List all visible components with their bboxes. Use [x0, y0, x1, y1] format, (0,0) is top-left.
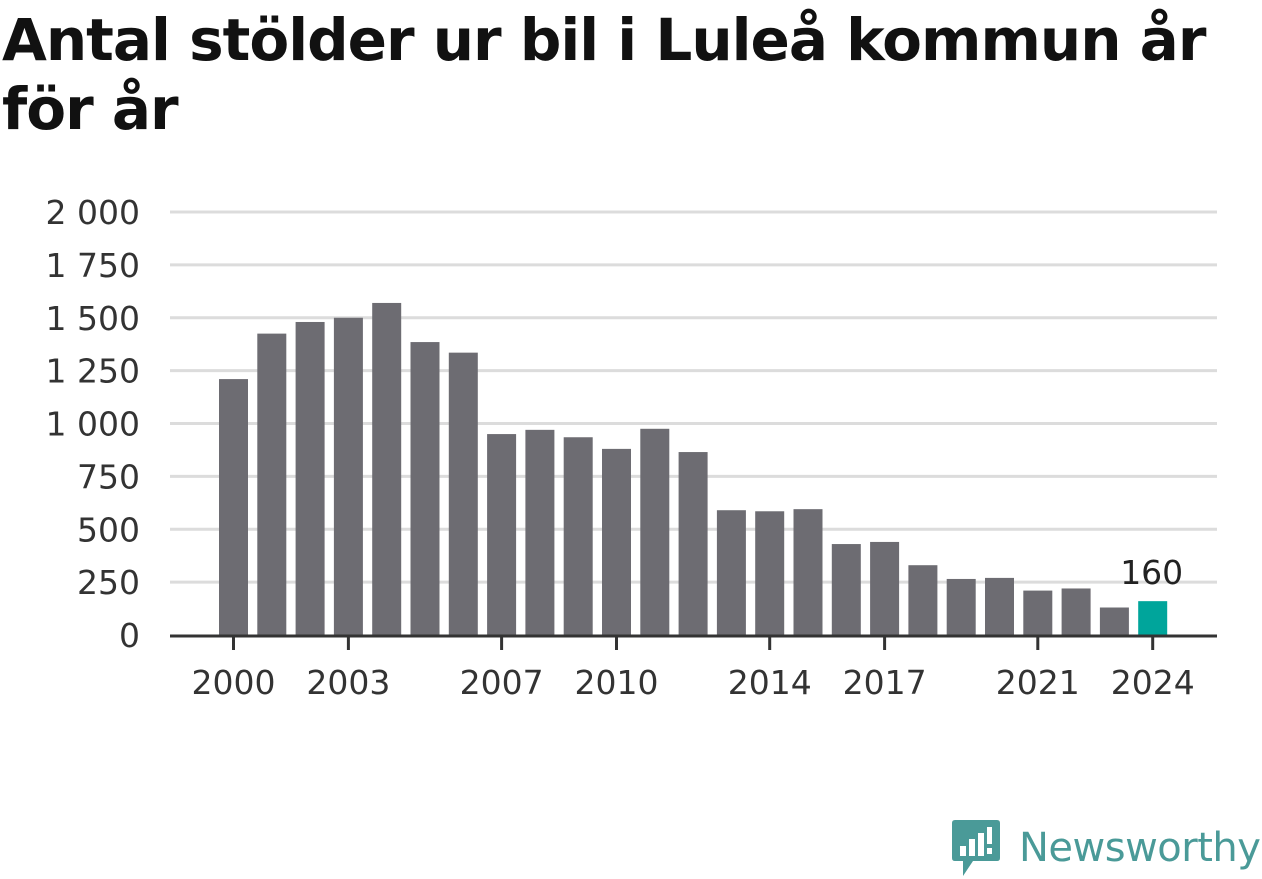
- brand-name: Newsworthy: [1019, 825, 1261, 871]
- y-axis-ticks: 0 250 500 750 1 000 1 250 1 500 1 750 2 000: [46, 193, 140, 655]
- bar-2006: [448, 352, 478, 635]
- chart-title: Antal stölder ur bil i Luleå kommun år f…: [2, 6, 1206, 143]
- bar-2000: [219, 379, 248, 635]
- bar-2017: [870, 541, 900, 635]
- bar-2024: [1138, 601, 1168, 635]
- y-tick-label: 1 750: [46, 246, 140, 285]
- bar-2004: [372, 302, 402, 635]
- x-axis: 2000 2003 2007 2010 2014 2017 2021 2024: [170, 634, 1217, 702]
- bar-2011: [640, 428, 670, 635]
- x-tick-label: 2000: [192, 663, 276, 702]
- data-labels: 160: [1120, 553, 1183, 592]
- bar-2009: [563, 437, 593, 635]
- x-tick-label: 2017: [843, 663, 927, 702]
- bar-2019: [946, 578, 976, 635]
- bar-2012: [678, 452, 708, 635]
- bar-2007: [487, 434, 517, 635]
- bar-2014: [755, 511, 785, 635]
- bar-2008: [525, 429, 555, 635]
- x-tick-label: 2024: [1111, 663, 1195, 702]
- y-tick-label: 1 250: [46, 352, 140, 391]
- bar-2021: [1023, 590, 1053, 635]
- bar-2023: [1099, 607, 1129, 635]
- bar-2003: [333, 317, 363, 635]
- x-tick-label: 2021: [996, 663, 1080, 702]
- bar-2022: [1061, 588, 1091, 635]
- bar-2013: [716, 510, 746, 635]
- x-tick-label: 2010: [575, 663, 659, 702]
- bar-2005: [410, 342, 440, 635]
- y-tick-label: 0: [119, 616, 140, 655]
- bar-2020: [985, 577, 1014, 635]
- y-tick-label: 500: [77, 510, 140, 549]
- y-tick-label: 1 500: [46, 299, 140, 338]
- bar-2010: [602, 448, 631, 635]
- y-tick-label: 1 000: [46, 405, 140, 444]
- y-tick-label: 750: [77, 457, 140, 496]
- bar-2016: [831, 544, 861, 635]
- data-label-2024: 160: [1120, 553, 1183, 592]
- y-tick-label: 250: [77, 563, 140, 602]
- x-tick-label: 2014: [728, 663, 812, 702]
- x-tick-label: 2003: [306, 663, 390, 702]
- bars: [219, 302, 1168, 635]
- bar-2001: [257, 333, 287, 635]
- newsworthy-brand: Newsworthy: [951, 818, 1261, 878]
- newsworthy-logo-icon: [952, 820, 1000, 876]
- bar-2002: [295, 321, 325, 635]
- x-tick-label: 2007: [460, 663, 544, 702]
- y-tick-label: 2 000: [46, 193, 140, 232]
- bar-2015: [793, 509, 823, 635]
- bar-2018: [908, 565, 938, 635]
